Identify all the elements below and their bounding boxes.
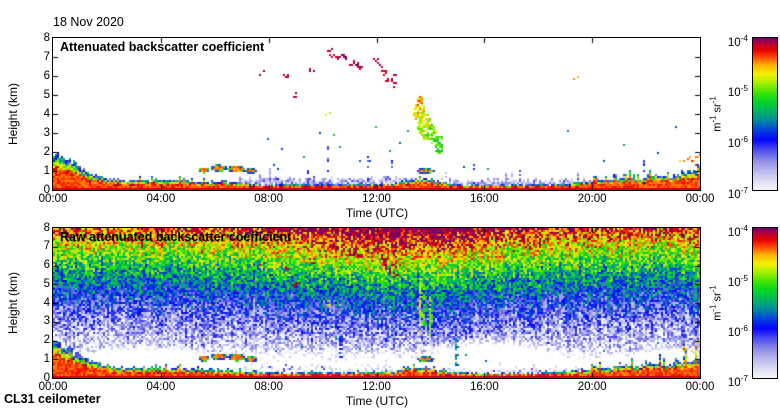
panel-title-processed: Attenuated backscatter coefficient [60,40,265,54]
colorbar-tick-label: 10-7 [727,373,748,389]
y-tick-label: 1 [43,352,50,365]
x-tick-label: 00:00 [38,193,68,205]
colorbar-unit-label: m-1 sr-1 [708,285,724,321]
colorbar-tick-label: 10-6 [727,134,748,150]
processed-backscatter-heatmap [53,38,700,190]
y-tick-label: 5 [43,277,50,290]
colorbar-top [752,37,778,191]
y-tick-label: 7 [43,50,50,63]
y-axis-label-bottom: Height (km) [6,271,20,335]
x-tick-label: 16:00 [469,381,499,393]
y-tick-label: 7 [43,240,50,253]
x-tick-label: 00:00 [685,193,715,205]
figure-date-title: 18 Nov 2020 [53,15,124,29]
colorbar-tick-label: 10-5 [727,84,748,99]
x-tick-label: 20:00 [577,193,607,205]
y-tick-label: 6 [43,69,50,82]
x-tick-label: 12:00 [362,193,391,205]
x-tick-label: 00:00 [38,381,68,393]
y-tick-label: 3 [43,315,50,328]
x-tick-label: 08:00 [254,193,284,205]
colorbar-tick-label: 10-4 [727,33,748,49]
y-tick-label: 0 [43,371,50,384]
x-tick-label: 16:00 [469,193,499,205]
y-tick-label: 1 [43,164,50,177]
x-tick-label: 08:00 [254,381,284,393]
y-tick-label: 8 [43,221,50,234]
x-tick-label: 04:00 [146,381,176,393]
y-tick-label: 2 [43,145,50,158]
processed-backscatter-panel: Attenuated backscatter coefficient [52,37,701,191]
y-tick-label: 5 [43,88,50,101]
y-tick-label: 0 [43,183,50,196]
y-axis-label-top: Height (km) [6,82,20,146]
y-tick-label: 8 [43,31,50,44]
panel-title-raw: Raw attenuated backscatter coefficient [60,230,292,244]
x-axis-label-bottom: Time (UTC) [345,394,409,408]
colorbar-bottom [752,227,778,379]
y-tick-label: 6 [43,259,50,271]
colorbar-tick-label: 10-7 [727,185,748,201]
y-tick-label: 3 [43,126,50,139]
colorbar-tick-label: 10-6 [727,323,748,339]
y-tick-label: 2 [43,334,50,346]
x-tick-label: 00:00 [685,381,715,393]
y-tick-label: 4 [43,296,50,309]
x-tick-label: 04:00 [146,193,176,205]
colorbar-tick-label: 10-4 [727,223,748,239]
x-axis-label-top: Time (UTC) [345,206,409,220]
instrument-name: CL31 ceilometer [4,392,101,406]
x-tick-label: 12:00 [362,381,391,393]
x-tick-label: 20:00 [577,381,607,393]
raw-backscatter-panel: Raw attenuated backscatter coefficient [52,227,701,379]
colorbar-tick-label: 10-5 [727,273,748,289]
colorbar-unit-label: m-1 sr-1 [708,96,724,132]
y-tick-label: 4 [43,107,50,120]
raw-backscatter-heatmap [53,228,700,378]
